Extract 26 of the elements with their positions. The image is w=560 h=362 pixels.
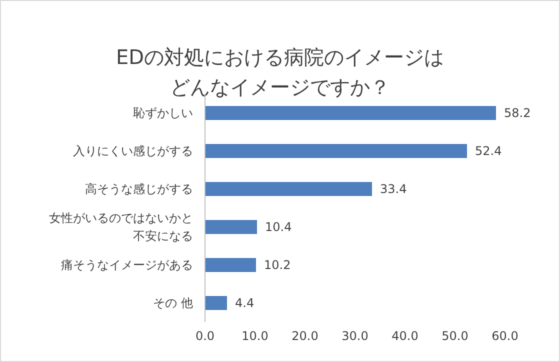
x-tick-label: 20.0 <box>292 329 318 343</box>
bar <box>205 182 372 196</box>
data-label: 58.2 <box>504 106 531 120</box>
x-tick-label: 0.0 <box>195 329 215 343</box>
x-tick-label: 50.0 <box>442 329 468 343</box>
data-label: 52.4 <box>475 144 502 158</box>
chart-title: EDの対処における病院のイメージはどんなイメージですか？ <box>116 45 444 99</box>
x-tick-label: 10.0 <box>242 329 268 343</box>
x-tick-label: 60.0 <box>492 329 518 343</box>
y-tick-label: 入りにくい感じがする <box>73 144 193 158</box>
bar <box>205 258 256 272</box>
y-tick-label: 痛そうなイメージがある <box>61 258 193 272</box>
data-label: 4.4 <box>235 296 254 310</box>
bar <box>205 296 227 310</box>
x-tick-label: 40.0 <box>392 329 418 343</box>
bar <box>205 220 257 234</box>
y-tick-label: その 他 <box>153 296 193 310</box>
data-label: 10.4 <box>265 220 292 234</box>
bar <box>205 106 496 120</box>
y-tick-label: 高そうな感じがする <box>85 182 193 196</box>
bar <box>205 144 467 158</box>
y-tick-label: 女性がいるのではないかと不安になる <box>49 211 193 243</box>
data-label: 10.2 <box>264 258 291 272</box>
data-label: 33.4 <box>380 182 407 196</box>
x-tick-label: 30.0 <box>342 329 368 343</box>
y-tick-label: 恥ずかしい <box>133 106 193 120</box>
